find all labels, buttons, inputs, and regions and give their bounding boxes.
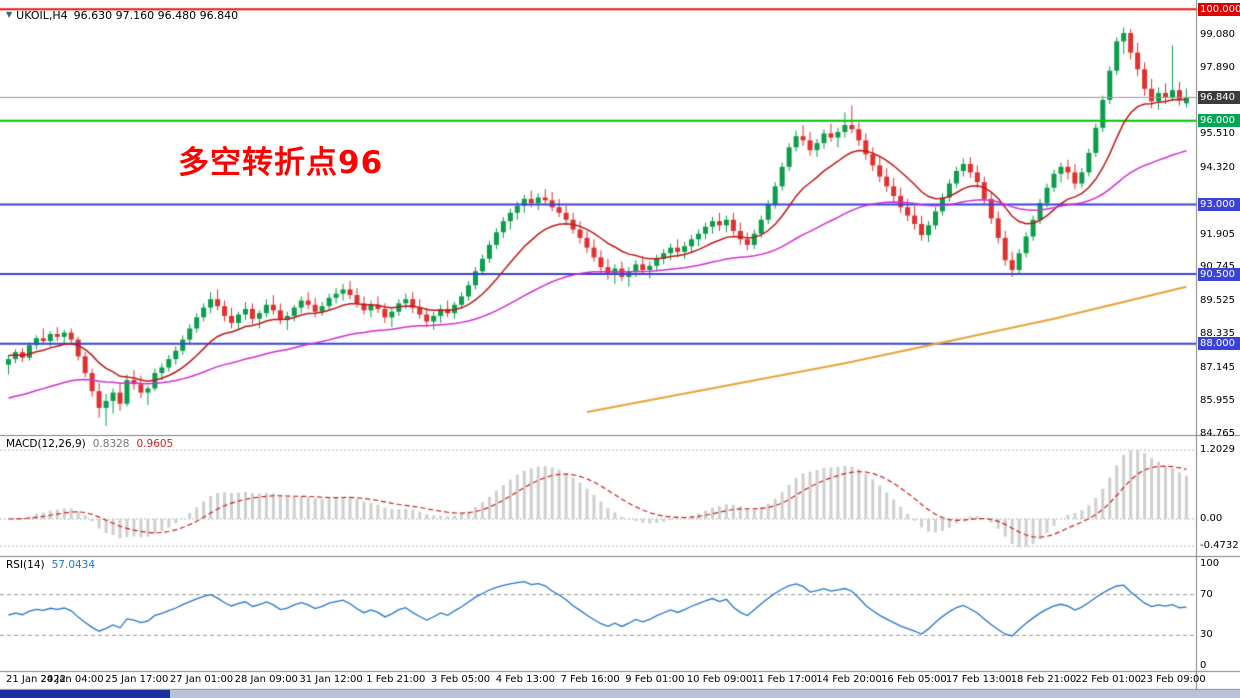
time-label: 27 Jan 01:00	[169, 674, 234, 685]
price-badge: 93.000	[1198, 197, 1240, 211]
time-label: 31 Jan 12:00	[299, 674, 363, 685]
price-tick: 95.510	[1200, 128, 1235, 140]
macd-main-value: 0.8328	[92, 438, 130, 450]
macd-label-row: MACD(12,26,9) 0.8328 0.9605	[6, 438, 173, 450]
rsi-label-row: RSI(14) 57.0434	[6, 559, 95, 571]
macd-signal-value: 0.9605	[136, 438, 174, 450]
time-label: 23 Feb 09:00	[1140, 674, 1206, 685]
time-label: 3 Feb 05:00	[430, 674, 491, 685]
time-label: 18 Feb 21:00	[1010, 674, 1077, 685]
price-tick: 90.745	[1200, 261, 1235, 273]
price-badge: 96.000	[1198, 114, 1240, 128]
price-tick: 88.335	[1200, 328, 1235, 340]
time-label: 22 Feb 01:00	[1075, 674, 1141, 685]
price-badge: 88.000	[1198, 337, 1240, 351]
time-label: 17 Feb 13:00	[945, 674, 1012, 685]
price-badge: 100.000	[1198, 2, 1240, 16]
time-label: 4 Feb 13:00	[495, 674, 555, 685]
time-label: 24 Jan 04:00	[40, 674, 104, 685]
price-badge: 90.500	[1198, 267, 1240, 281]
price-tick: 97.890	[1200, 62, 1235, 74]
price-tick: 85.955	[1200, 394, 1235, 406]
symbol-period-label: UKOIL,H4	[16, 9, 68, 22]
price-tick: 84.765	[1200, 427, 1235, 439]
macd-axis-label: 1.2029	[1200, 444, 1235, 455]
taskbar-right-segment	[170, 690, 1240, 698]
macd-label: MACD(12,26,9)	[6, 438, 86, 450]
time-label: 1 Feb 21:00	[366, 674, 426, 685]
annotation-text[interactable]: 多空转折点96	[178, 145, 384, 181]
symbol-triangle-icon: ▼	[6, 10, 13, 19]
ohlc-values: 96.630 97.160 96.480 96.840	[73, 9, 239, 22]
price-tick: 99.080	[1200, 29, 1235, 40]
rsi-axis-label: 0	[1200, 660, 1207, 671]
time-label: 21 Jan 2022	[6, 674, 66, 685]
rsi-axis-label: 70	[1200, 588, 1213, 600]
rsi-value: 57.0434	[51, 559, 96, 571]
time-label: 9 Feb 01:00	[625, 674, 685, 685]
time-label: 7 Feb 16:00	[560, 674, 620, 685]
taskbar-left-segment[interactable]	[0, 690, 170, 698]
rsi-label: RSI(14)	[6, 559, 45, 571]
time-label: 16 Feb 05:00	[881, 674, 947, 685]
rsi-axis-label: 100	[1200, 558, 1220, 569]
price-badge: 96.840	[1198, 90, 1240, 104]
taskbar-strip	[0, 690, 1240, 698]
rsi-axis-label: 30	[1200, 629, 1213, 641]
time-label: 11 Feb 17:00	[751, 674, 818, 685]
price-tick: 87.145	[1200, 361, 1235, 373]
macd-axis-label: 0.00	[1200, 513, 1223, 524]
time-label: 10 Feb 09:00	[686, 674, 753, 685]
chart-title: ▼ UKOIL,H4 96.630 97.160 96.480 96.840	[6, 9, 238, 22]
time-label: 25 Jan 17:00	[105, 674, 169, 685]
price-tick: 89.525	[1200, 295, 1235, 307]
price-tick: 94.320	[1200, 161, 1235, 173]
price-tick: 91.905	[1200, 228, 1235, 240]
time-label: 14 Feb 20:00	[816, 674, 882, 685]
time-label: 28 Jan 09:00	[234, 674, 298, 685]
macd-axis-label: -0.4732	[1200, 540, 1239, 552]
